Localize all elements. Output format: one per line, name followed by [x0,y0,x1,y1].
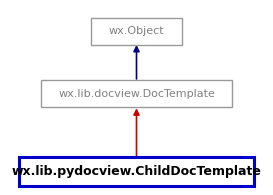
Text: wx.lib.docview.DocTemplate: wx.lib.docview.DocTemplate [58,89,215,99]
FancyBboxPatch shape [19,157,254,186]
Text: wx.Object: wx.Object [109,26,164,36]
Text: wx.lib.pydocview.ChildDocTemplate: wx.lib.pydocview.ChildDocTemplate [11,165,262,178]
FancyBboxPatch shape [41,80,232,107]
FancyBboxPatch shape [91,18,182,45]
